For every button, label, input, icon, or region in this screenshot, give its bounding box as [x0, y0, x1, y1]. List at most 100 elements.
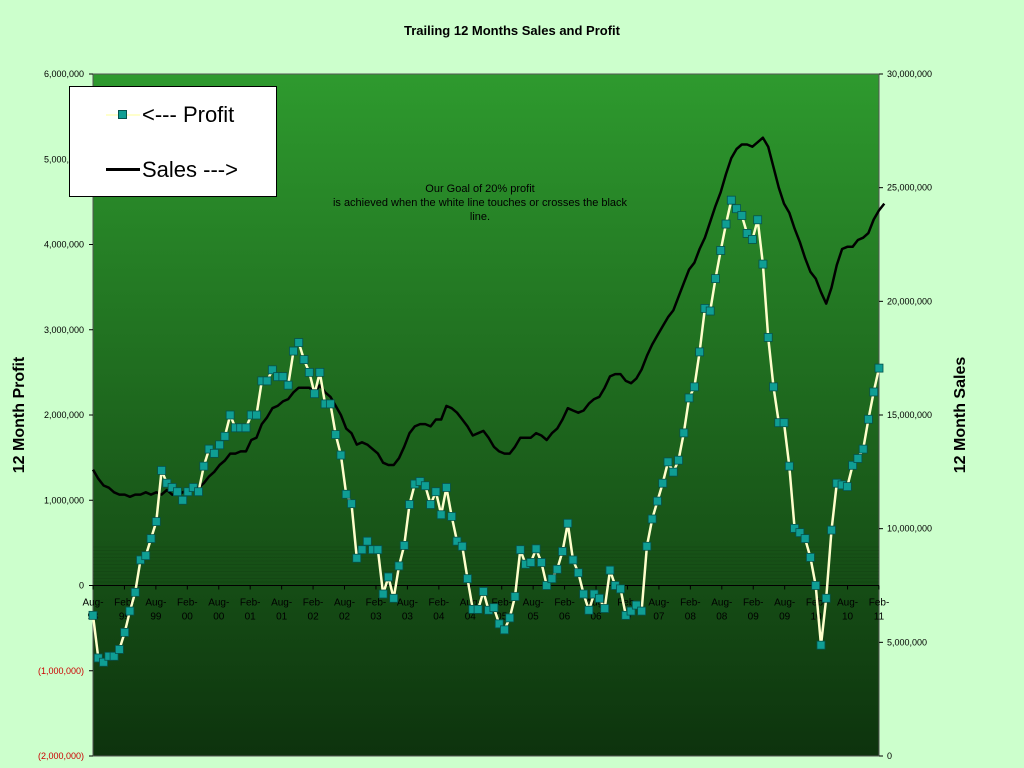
- profit-point: [294, 338, 304, 347]
- right-tick-label: 10,000,000: [887, 524, 932, 534]
- profit-point: [389, 593, 399, 603]
- profit-point: [194, 487, 203, 497]
- profit-point: [299, 355, 309, 364]
- x-tick-label: Feb-00: [177, 598, 198, 623]
- right-tick-label: 25,000,000: [887, 183, 932, 193]
- profit-point: [225, 410, 235, 420]
- x-tick-label: Feb-99: [114, 598, 135, 623]
- profit-point: [631, 600, 641, 610]
- profit-point: [99, 657, 108, 667]
- profit-point: [642, 541, 652, 551]
- profit-point: [800, 534, 810, 544]
- annotation-line-3: line.: [469, 211, 491, 223]
- x-tick-label: Aug-00: [208, 598, 229, 623]
- profit-point: [779, 418, 789, 428]
- x-tick-label: Feb-02: [303, 598, 324, 623]
- profit-point: [526, 558, 536, 567]
- profit-point: [816, 640, 826, 650]
- x-tick-label: Feb-05: [491, 598, 512, 623]
- profit-point: [331, 430, 341, 440]
- profit-point: [827, 525, 836, 535]
- right-tick-label: 30,000,000: [887, 69, 932, 79]
- profit-point: [737, 211, 747, 220]
- left-tick-label: 5,000,000: [44, 154, 84, 164]
- profit-point: [378, 589, 388, 599]
- profit-point: [447, 512, 457, 521]
- profit-point: [637, 606, 647, 616]
- profit-point: [758, 259, 768, 269]
- profit-point: [420, 481, 430, 491]
- sales-line: [91, 136, 886, 499]
- profit-point: [241, 423, 251, 433]
- profit-point: [373, 545, 383, 555]
- profit-point: [568, 555, 578, 565]
- profit-point: [753, 215, 763, 225]
- profit-point: [795, 528, 805, 538]
- left-tick-label: 0: [79, 581, 84, 591]
- profit-point: [315, 367, 325, 377]
- profit-point: [705, 306, 715, 316]
- profit-point: [679, 428, 689, 438]
- profit-point: [357, 545, 367, 555]
- profit-point: [431, 487, 441, 497]
- chart-title: Trailing 12 Months Sales and Profit: [404, 23, 621, 38]
- x-tick-label: Feb-11: [869, 598, 890, 623]
- profit-point: [341, 489, 351, 499]
- profit-point: [726, 195, 736, 205]
- profit-point: [552, 564, 562, 574]
- profit-point: [399, 541, 409, 550]
- profit-point: [547, 574, 557, 584]
- profit-point: [178, 495, 188, 505]
- profit-point: [663, 457, 673, 467]
- profit-point: [515, 545, 525, 555]
- profit-point: [457, 541, 467, 551]
- profit-point: [858, 444, 868, 454]
- profit-point: [500, 625, 509, 635]
- profit-point: [821, 593, 831, 603]
- legend-profit-label: <--- Profit: [142, 102, 235, 127]
- left-tick-label: 1,000,000: [44, 495, 84, 505]
- profit-point: [626, 606, 636, 616]
- profit-point: [711, 274, 720, 284]
- profit-point: [674, 455, 683, 465]
- legend-sales-label: Sales --->: [142, 157, 238, 182]
- x-tick-label: Feb-01: [240, 598, 261, 623]
- profit-point: [267, 365, 277, 375]
- profit-point: [769, 382, 778, 392]
- left-tick-label: 3,000,000: [44, 325, 84, 335]
- profit-point: [695, 347, 705, 357]
- profit-point: [336, 450, 346, 460]
- profit-point: [531, 544, 541, 554]
- x-tick-label: Aug-02: [334, 598, 355, 623]
- profit-point: [874, 363, 884, 373]
- profit-point: [405, 500, 414, 509]
- profit-point: [146, 534, 156, 544]
- profit-point: [811, 581, 821, 590]
- profit-point: [384, 572, 393, 582]
- profit-point: [864, 414, 873, 424]
- x-tick-label: Aug-10: [837, 598, 858, 623]
- x-tick-label: Aug-04: [460, 598, 481, 623]
- legend-item-profit: <--- Profit: [106, 100, 234, 130]
- profit-point: [600, 604, 610, 613]
- x-tick-label: Feb-03: [366, 598, 387, 623]
- profit-point: [199, 461, 209, 471]
- profit-point: [732, 204, 741, 214]
- legend-profit-marker: [118, 110, 127, 119]
- profit-point: [283, 380, 293, 390]
- profit-point: [442, 483, 451, 492]
- profit-point: [125, 606, 135, 616]
- goal-annotation: Our Goal of 20% profit is achieved when …: [290, 182, 670, 224]
- x-tick-label: Aug-03: [397, 598, 418, 623]
- profit-point: [114, 645, 124, 654]
- profit-point: [806, 552, 815, 562]
- profit-point: [658, 478, 668, 488]
- profit-point: [747, 234, 757, 244]
- series-layer: [88, 136, 886, 667]
- right-axis-title: 12 Month Sales: [952, 357, 969, 474]
- left-tick-label: (2,000,000): [38, 751, 84, 761]
- profit-point: [289, 346, 298, 356]
- profit-point: [120, 627, 130, 637]
- profit-point: [489, 603, 499, 613]
- profit-point: [742, 229, 752, 238]
